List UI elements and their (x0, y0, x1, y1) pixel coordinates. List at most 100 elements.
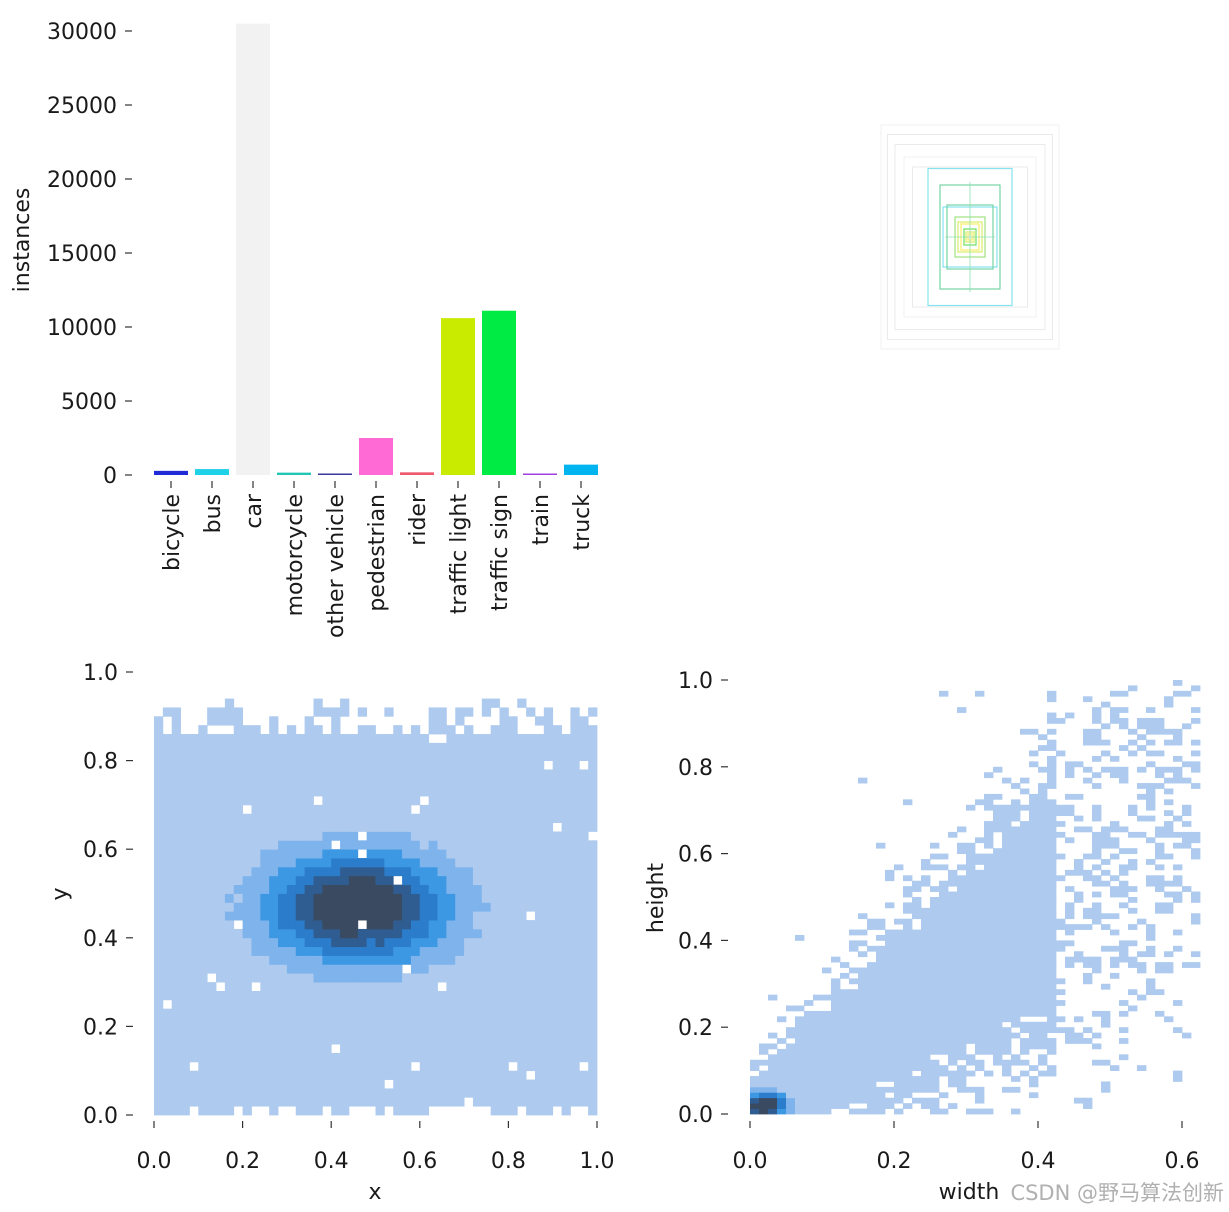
xy-heatmap-cell (446, 1088, 456, 1098)
xy-heatmap-cell (180, 1017, 190, 1027)
xy-heatmap-cell (286, 884, 297, 894)
xy-heatmap-cell (534, 1088, 545, 1098)
xy-heatmap-cell (446, 946, 456, 956)
wh-heatmap-cell (948, 1103, 958, 1109)
xy-heatmap-cell (481, 760, 492, 770)
wh-heatmap-cell (957, 924, 967, 930)
xy-heatmap-cell (543, 946, 554, 956)
wh-heatmap-cell (876, 1043, 886, 1050)
xy-heatmap-cell (154, 1008, 164, 1018)
xy-heatmap-cell (224, 902, 235, 912)
wh-heatmap-cell (1029, 1092, 1039, 1099)
xy-heatmap-cell (207, 911, 217, 921)
xy-heatmap-cell (472, 769, 483, 779)
wh-heatmap-cell (1029, 1032, 1039, 1039)
xy-heatmap-cell (180, 1008, 190, 1018)
xy-heatmap-cell (499, 840, 509, 850)
xy-heatmap-cell (455, 804, 465, 815)
xy-heatmap-cell (375, 822, 385, 832)
wh-x-tick-label: 0.2 (877, 1149, 912, 1174)
xy-heatmap-cell (446, 831, 456, 841)
xy-heatmap-cell (552, 734, 562, 744)
xy-heatmap-cell (269, 849, 279, 859)
xy-heatmap-cell (331, 725, 341, 735)
wh-heatmap-cell (1083, 826, 1093, 833)
xy-heatmap-cell (357, 955, 368, 965)
wh-heatmap-cell (759, 1070, 769, 1077)
xy-heatmap-cell (260, 1017, 270, 1027)
wh-heatmap-cell (1029, 1000, 1039, 1006)
xy-heatmap-cell (517, 982, 527, 992)
wh-heatmap-cell (930, 1108, 940, 1115)
xy-heatmap-cell (366, 822, 376, 832)
xy-heatmap-cell (322, 813, 332, 824)
wh-heatmap-cell (876, 1005, 886, 1012)
xy-heatmap-cell (472, 982, 483, 992)
wh-heatmap-cell (984, 918, 994, 925)
wh-heatmap-cell (795, 1021, 805, 1028)
wh-heatmap-cell (975, 897, 985, 903)
xy-heatmap-cell (517, 858, 527, 868)
xy-heatmap-cell (526, 1017, 536, 1027)
xy-heatmap-cell (260, 964, 270, 974)
wh-heatmap-cell (903, 962, 913, 968)
xy-heatmap-cell (464, 742, 474, 753)
wh-heatmap-cell (876, 1092, 886, 1099)
xy-heatmap-cell (366, 937, 376, 948)
xy-heatmap-cell (154, 902, 164, 912)
wh-heatmap-cell (1173, 1000, 1183, 1006)
wh-heatmap-cell (1020, 1005, 1030, 1012)
wh-heatmap-cell (804, 1103, 814, 1109)
xy-heatmap-cell (428, 964, 438, 974)
wh-heatmap-cell (1074, 1016, 1084, 1023)
wh-heatmap-cell (1029, 793, 1039, 800)
xy-heatmap-cell (348, 787, 359, 797)
xy-heatmap-cell (189, 902, 199, 912)
xy-heatmap-cell (180, 849, 190, 859)
xy-heatmap-cell (357, 964, 368, 974)
xy-heatmap-cell (189, 831, 199, 841)
xy-heatmap-cell (588, 911, 598, 921)
xy-heatmap-cell (384, 760, 394, 770)
xy-heatmap-cell (561, 858, 571, 868)
xy-heatmap-cell (171, 796, 181, 806)
wh-heatmap-cell (1083, 777, 1093, 784)
wh-heatmap-cell (1056, 1000, 1066, 1006)
wh-heatmap-cell (1011, 783, 1021, 789)
xy-heatmap-cell (278, 1061, 288, 1072)
xy-heatmap-cell (570, 875, 580, 886)
wh-heatmap-cell (975, 853, 985, 860)
xy-heatmap-cell (224, 920, 235, 930)
xy-heatmap-cell (393, 742, 403, 753)
wh-heatmap-cell (1173, 766, 1183, 773)
wh-heatmap-cell (912, 880, 922, 887)
xy-heatmap-cell (357, 787, 368, 797)
xy-heatmap-cell (366, 1052, 376, 1063)
xy-heatmap-cell (526, 769, 536, 779)
xy-heatmap-cell (579, 928, 589, 939)
wh-heatmap-cell (1038, 869, 1048, 876)
xy-heatmap-cell (517, 1079, 527, 1089)
wh-heatmap-cell (840, 1092, 850, 1099)
wh-heatmap-cell (1002, 1043, 1012, 1050)
xy-heatmap-cell (260, 822, 270, 832)
xy-heatmap-cell (242, 725, 252, 735)
xy-heatmap-cell (233, 999, 243, 1010)
wh-heatmap-cell (894, 929, 904, 936)
wh-heatmap-cell (1092, 853, 1102, 860)
wh-heatmap-cell (1038, 842, 1048, 849)
xy-heatmap-cell (508, 982, 518, 992)
xy-heatmap-cell (517, 911, 527, 921)
xy-heatmap-cell (162, 822, 173, 832)
xy-heatmap-cell (464, 778, 474, 788)
xy-heatmap-cell (216, 787, 226, 797)
xy-heatmap-cell (384, 1070, 394, 1080)
wh-heatmap-cell (867, 1070, 877, 1077)
wh-heatmap-cell (1119, 864, 1129, 871)
wh-heatmap-cell (1047, 913, 1057, 920)
xy-heatmap-cell (464, 707, 474, 717)
xy-heatmap-cell (340, 813, 350, 824)
xy-heatmap-cell (171, 742, 181, 753)
wh-heatmap-cell (858, 1076, 868, 1082)
wh-heatmap-cell (957, 945, 967, 952)
